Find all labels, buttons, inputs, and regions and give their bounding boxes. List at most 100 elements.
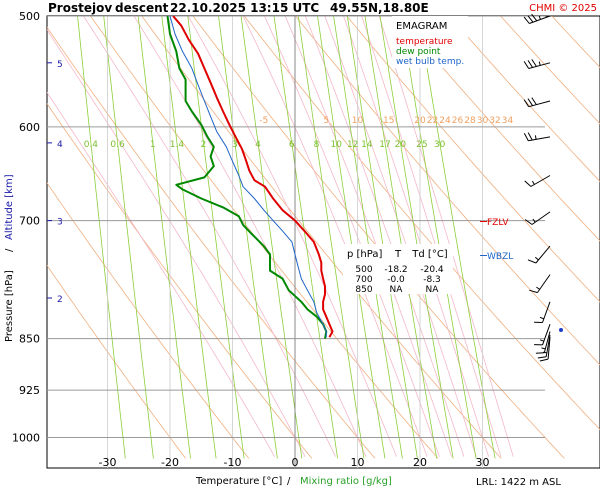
dry-adiabat-line	[295, 16, 600, 366]
legend-title: EMAGRAM	[396, 21, 447, 32]
mixing-ratio-label: 3	[232, 140, 238, 150]
altitude-tick-label: 2	[57, 295, 63, 305]
x-axis-title-mix: Mixing ratio [g/kg]	[300, 476, 392, 487]
wind-barb-flag	[523, 16, 530, 24]
mixing-ratio-label: 17	[379, 140, 390, 150]
mixing-ratio-label: 30	[434, 140, 446, 150]
adiabat-value-label: 5	[323, 116, 329, 126]
wind-barb-staff	[531, 211, 551, 225]
wind-barb	[523, 13, 551, 24]
dry-adiabat-line	[397, 16, 600, 242]
adiabat-value-label: 30	[477, 116, 489, 126]
wind-barb-half-flag	[541, 347, 546, 350]
adiabat-value-label: 28	[464, 116, 476, 126]
wind-barb-half-flag	[536, 286, 540, 290]
wind-barb	[524, 175, 551, 187]
temperature-tick-label: 20	[413, 456, 427, 469]
mixing-ratio-line	[161, 16, 217, 459]
mixing-ratio-label: 0.6	[110, 140, 125, 150]
dry-adiabat-line	[89, 16, 439, 459]
pressure-tick-label: 850	[19, 333, 40, 346]
wind-barb-flag	[523, 133, 529, 141]
x-axis-title-sep: /	[287, 476, 291, 487]
mixing-ratio-label: 8	[314, 140, 320, 150]
adiabat-value-label: 34	[502, 116, 514, 126]
mixing-ratio-label: 4	[255, 140, 261, 150]
mixing-ratio-line	[297, 16, 365, 459]
pressure-tick-label: 700	[19, 215, 40, 228]
chart-title-phase: descent	[115, 1, 169, 15]
wind-barb-half-flag	[532, 218, 536, 223]
wind-barb-flag	[527, 15, 534, 23]
lrl-label: LRL: 1422 m ASL	[476, 477, 561, 488]
dry-adiabat-line	[243, 16, 600, 431]
chart-title-station: Prostejov	[48, 1, 112, 15]
levels-row-500-p: 500	[355, 265, 372, 275]
temperature-tick-label: 10	[351, 456, 365, 469]
mixing-ratio-line	[240, 16, 303, 459]
moist-adiabat-line	[378, 16, 514, 457]
mixing-ratio-line	[273, 16, 338, 459]
wind-barb-half-flag	[531, 180, 535, 185]
adiabat-value-label: 15	[383, 116, 394, 126]
dry-adiabat-line	[346, 16, 600, 303]
surface-wind-marker	[559, 328, 563, 332]
levels-row-850-p: 850	[355, 285, 372, 295]
levels-row-700-p: 700	[355, 275, 372, 285]
dew-point-series-line	[166, 16, 328, 339]
adiabat-value-label: 24	[439, 116, 451, 126]
levels-row-500-t: -18.2	[384, 265, 407, 275]
adiabat-value-label: 32	[489, 116, 500, 126]
temperature-tick-label: -30	[99, 456, 117, 469]
dry-adiabat-line	[47, 26, 376, 459]
y-axis-title-altitude: Altitude [km]	[4, 174, 15, 240]
wind-barb	[523, 97, 551, 108]
wind-barb-flag	[527, 60, 534, 68]
wind-barb-flag	[531, 13, 538, 22]
wbzl-label: WBZL	[487, 252, 513, 262]
altitude-tick-label: 3	[57, 218, 63, 228]
wind-barb-half-flag	[534, 135, 537, 140]
wind-barb-flag	[537, 356, 547, 359]
mixing-ratio-label: 12	[347, 140, 358, 150]
wind-barb-flag	[531, 97, 537, 105]
wind-barb	[539, 337, 551, 362]
wind-barb	[535, 331, 551, 354]
temperature-tick-label: -10	[224, 456, 242, 469]
adiabat-value-label: 26	[452, 116, 464, 126]
moist-adiabat-line	[47, 91, 276, 457]
wind-barb-flag	[529, 289, 538, 294]
wind-barb-half-flag	[539, 339, 544, 342]
dry-adiabat-line	[500, 16, 600, 125]
y-axis-title-pressure: Pressure [hPa]	[4, 270, 15, 342]
wind-barb-flag	[524, 180, 532, 187]
wind-barb-half-flag	[538, 15, 541, 20]
wind-barb-half-flag	[539, 316, 544, 320]
temperature-series-line	[172, 16, 334, 338]
wind-barb-flag	[531, 59, 537, 67]
wind-barb	[524, 211, 551, 225]
levels-header-td: Td [°C]	[411, 249, 448, 260]
temperature-tick-label: 0	[292, 456, 299, 469]
mixing-ratio-label: 2	[201, 140, 207, 150]
wind-barb-half-flag	[538, 61, 541, 66]
mixing-ratio-line	[417, 16, 496, 459]
wind-barb-staff	[547, 337, 551, 360]
levels-row-500-td: -20.4	[420, 265, 444, 275]
x-axis-title-temp: Temperature [°C]	[195, 476, 282, 487]
mixing-ratio-label: 1	[150, 140, 156, 150]
wind-barb-staff	[543, 331, 551, 353]
wind-barb	[523, 132, 551, 142]
levels-row-850-t: NA	[390, 285, 404, 295]
wind-barb-half-flag	[542, 351, 547, 354]
wind-barb-staff	[542, 324, 551, 346]
legend-box	[392, 16, 468, 68]
plot-frame	[46, 15, 600, 469]
mixing-ratio-line	[77, 16, 126, 459]
altitude-tick-label: 5	[57, 60, 63, 70]
mixing-ratio-line	[218, 16, 278, 459]
levels-row-850-td: NA	[426, 285, 440, 295]
chart-title-datetime: 22.10.2025 13:15 UTC	[170, 1, 319, 15]
mixing-ratio-label: 10	[331, 140, 343, 150]
wind-barb-flag	[524, 219, 533, 225]
